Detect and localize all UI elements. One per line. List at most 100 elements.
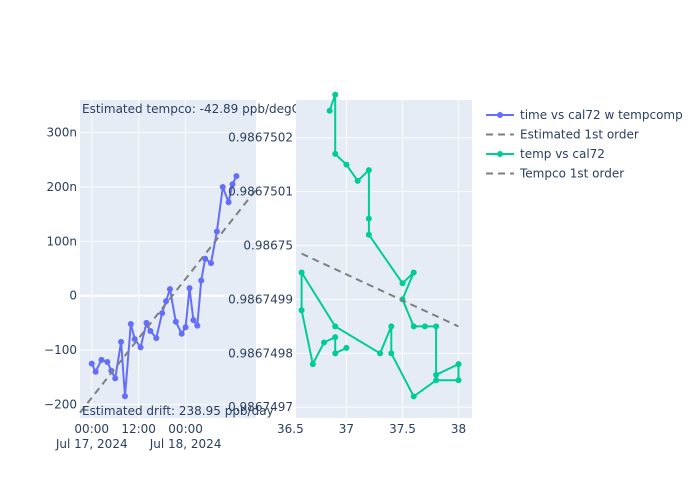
left-x-tick-label: 12:00: [121, 422, 156, 436]
temp-vs-cal72-point: [365, 231, 372, 238]
time-vs-cal72-point: [163, 298, 170, 305]
time-vs-cal72-point: [229, 181, 236, 188]
legend-item[interactable]: Estimated 1st order: [486, 128, 639, 142]
time-vs-cal72-point: [159, 310, 166, 317]
left-x-tick-label: Jul 17, 2024: [55, 437, 128, 451]
time-vs-cal72-point: [198, 277, 205, 284]
temp-vs-cal72-point: [388, 323, 395, 330]
time-vs-cal72-point: [137, 344, 144, 351]
time-vs-cal72-point: [178, 330, 185, 337]
temp-vs-cal72-point: [332, 323, 339, 330]
legend-label: temp vs cal72: [520, 147, 605, 161]
tempco-annotation: Estimated tempco: -42.89 ppb/degC: [82, 102, 300, 116]
time-vs-cal72-point: [127, 320, 134, 327]
right-plot-area: [296, 100, 472, 418]
time-vs-cal72-point: [186, 285, 193, 292]
tempco-1st-order-line: [301, 252, 459, 328]
right-x-tick-label: 36.5: [277, 422, 304, 436]
time-vs-cal72-point: [143, 319, 150, 326]
temp-vs-cal72-point: [332, 150, 339, 157]
left-y-tick-label: 300n: [46, 126, 77, 140]
temp-vs-cal72-point: [298, 269, 305, 276]
time-vs-cal72-point: [121, 393, 128, 400]
time-vs-cal72-point: [233, 173, 240, 180]
temp-vs-cal72-point: [433, 371, 440, 378]
right-x-tick-label: 38: [451, 422, 466, 436]
time-vs-cal72-point: [98, 356, 105, 363]
left-x-tick-label: 00:00: [74, 422, 109, 436]
time-vs-cal72-point: [219, 183, 226, 190]
temp-vs-cal72-point: [343, 161, 350, 168]
temp-vs-cal72-point: [433, 323, 440, 330]
time-vs-cal72-point: [118, 338, 125, 345]
legend-label: time vs cal72 w tempcomp: [520, 108, 683, 122]
left-plot-area: [80, 100, 256, 418]
time-vs-cal72-point: [225, 199, 232, 206]
time-vs-cal72-point: [208, 260, 215, 267]
time-vs-cal72-point: [172, 318, 179, 325]
temp-vs-cal72-point: [388, 350, 395, 357]
time-vs-cal72-point: [194, 322, 201, 329]
temp-vs-cal72-point: [354, 177, 361, 184]
temp-vs-cal72-point: [343, 344, 350, 351]
left-y-tick-label: 200n: [46, 180, 77, 194]
legend: time vs cal72 w tempcomp Estimated 1st or…: [486, 108, 683, 181]
time-vs-cal72-point: [88, 360, 95, 367]
temp-vs-cal72-point: [399, 280, 406, 287]
temp-vs-cal72-point: [455, 377, 462, 384]
temp-vs-cal72-point: [421, 323, 428, 330]
time-vs-cal72-point: [190, 317, 197, 324]
legend-marker: [497, 112, 503, 118]
right-y-tick-label: 0.9867498: [228, 346, 293, 360]
left-y-tick-label: −200: [44, 397, 77, 411]
right-y-tick-label: 0.9867502: [228, 131, 293, 145]
right-x-tick-label: 37.5: [389, 422, 416, 436]
drift-annotation: Estimated drift: 238.95 ppb/day: [82, 404, 274, 418]
temp-vs-cal72-point: [365, 215, 372, 222]
temp-vs-cal72-point: [410, 323, 417, 330]
left-y-tick-label: −100: [44, 343, 77, 357]
time-vs-cal72-point: [213, 228, 220, 235]
right-y-tick-label: 0.98675: [243, 239, 293, 253]
legend-item[interactable]: temp vs cal72: [486, 147, 605, 161]
time-vs-cal72-point: [182, 324, 189, 331]
legend-label: Estimated 1st order: [520, 128, 639, 142]
temp-vs-cal72-point: [321, 339, 328, 346]
legend-label: Tempco 1st order: [519, 167, 624, 181]
right-tick-labels: 36.5 37 37.5 38 0.9867497 0.9867498 0.9867499 0…: [228, 131, 466, 436]
left-y-tick-label: 0: [69, 289, 77, 303]
right-y-tick-label: 0.9867501: [228, 185, 293, 199]
left-x-tick-label: Jul 18, 2024: [149, 437, 222, 451]
right-y-tick-label: 0.9867499: [228, 292, 293, 306]
legend-marker: [497, 151, 503, 157]
right-x-tick-label: 37: [339, 422, 354, 436]
temp-vs-cal72-point: [433, 377, 440, 384]
temp-vs-cal72-point: [332, 334, 339, 341]
temp-vs-cal72-point: [326, 107, 333, 114]
temp-vs-cal72-point: [455, 361, 462, 368]
time-vs-cal72-point: [166, 286, 173, 293]
time-vs-cal72-point: [147, 328, 154, 335]
legend-item[interactable]: Tempco 1st order: [486, 167, 624, 181]
time-vs-cal72-point: [131, 336, 138, 343]
time-vs-cal72-point: [153, 335, 160, 342]
left-x-tick-label: 00:00: [168, 422, 203, 436]
temp-vs-cal72-point: [332, 350, 339, 357]
temp-vs-cal72-point: [410, 393, 417, 400]
legend-item[interactable]: time vs cal72 w tempcomp: [486, 108, 683, 122]
temp-vs-cal72-point: [332, 91, 339, 98]
time-vs-cal72-point: [104, 359, 111, 366]
time-vs-cal72-point: [112, 375, 119, 382]
temp-vs-cal72-point: [377, 350, 384, 357]
temp-vs-cal72-point: [298, 307, 305, 314]
right-y-tick-label: 0.9867497: [228, 400, 293, 414]
temp-vs-cal72-point: [309, 361, 316, 368]
right-gridlines: [296, 100, 472, 418]
time-vs-cal72-point: [92, 368, 99, 375]
right-series-layer: [298, 91, 462, 400]
temp-vs-cal72-point: [365, 167, 372, 174]
temp-vs-cal72-point: [410, 269, 417, 276]
left-series-layer: [79, 173, 257, 414]
